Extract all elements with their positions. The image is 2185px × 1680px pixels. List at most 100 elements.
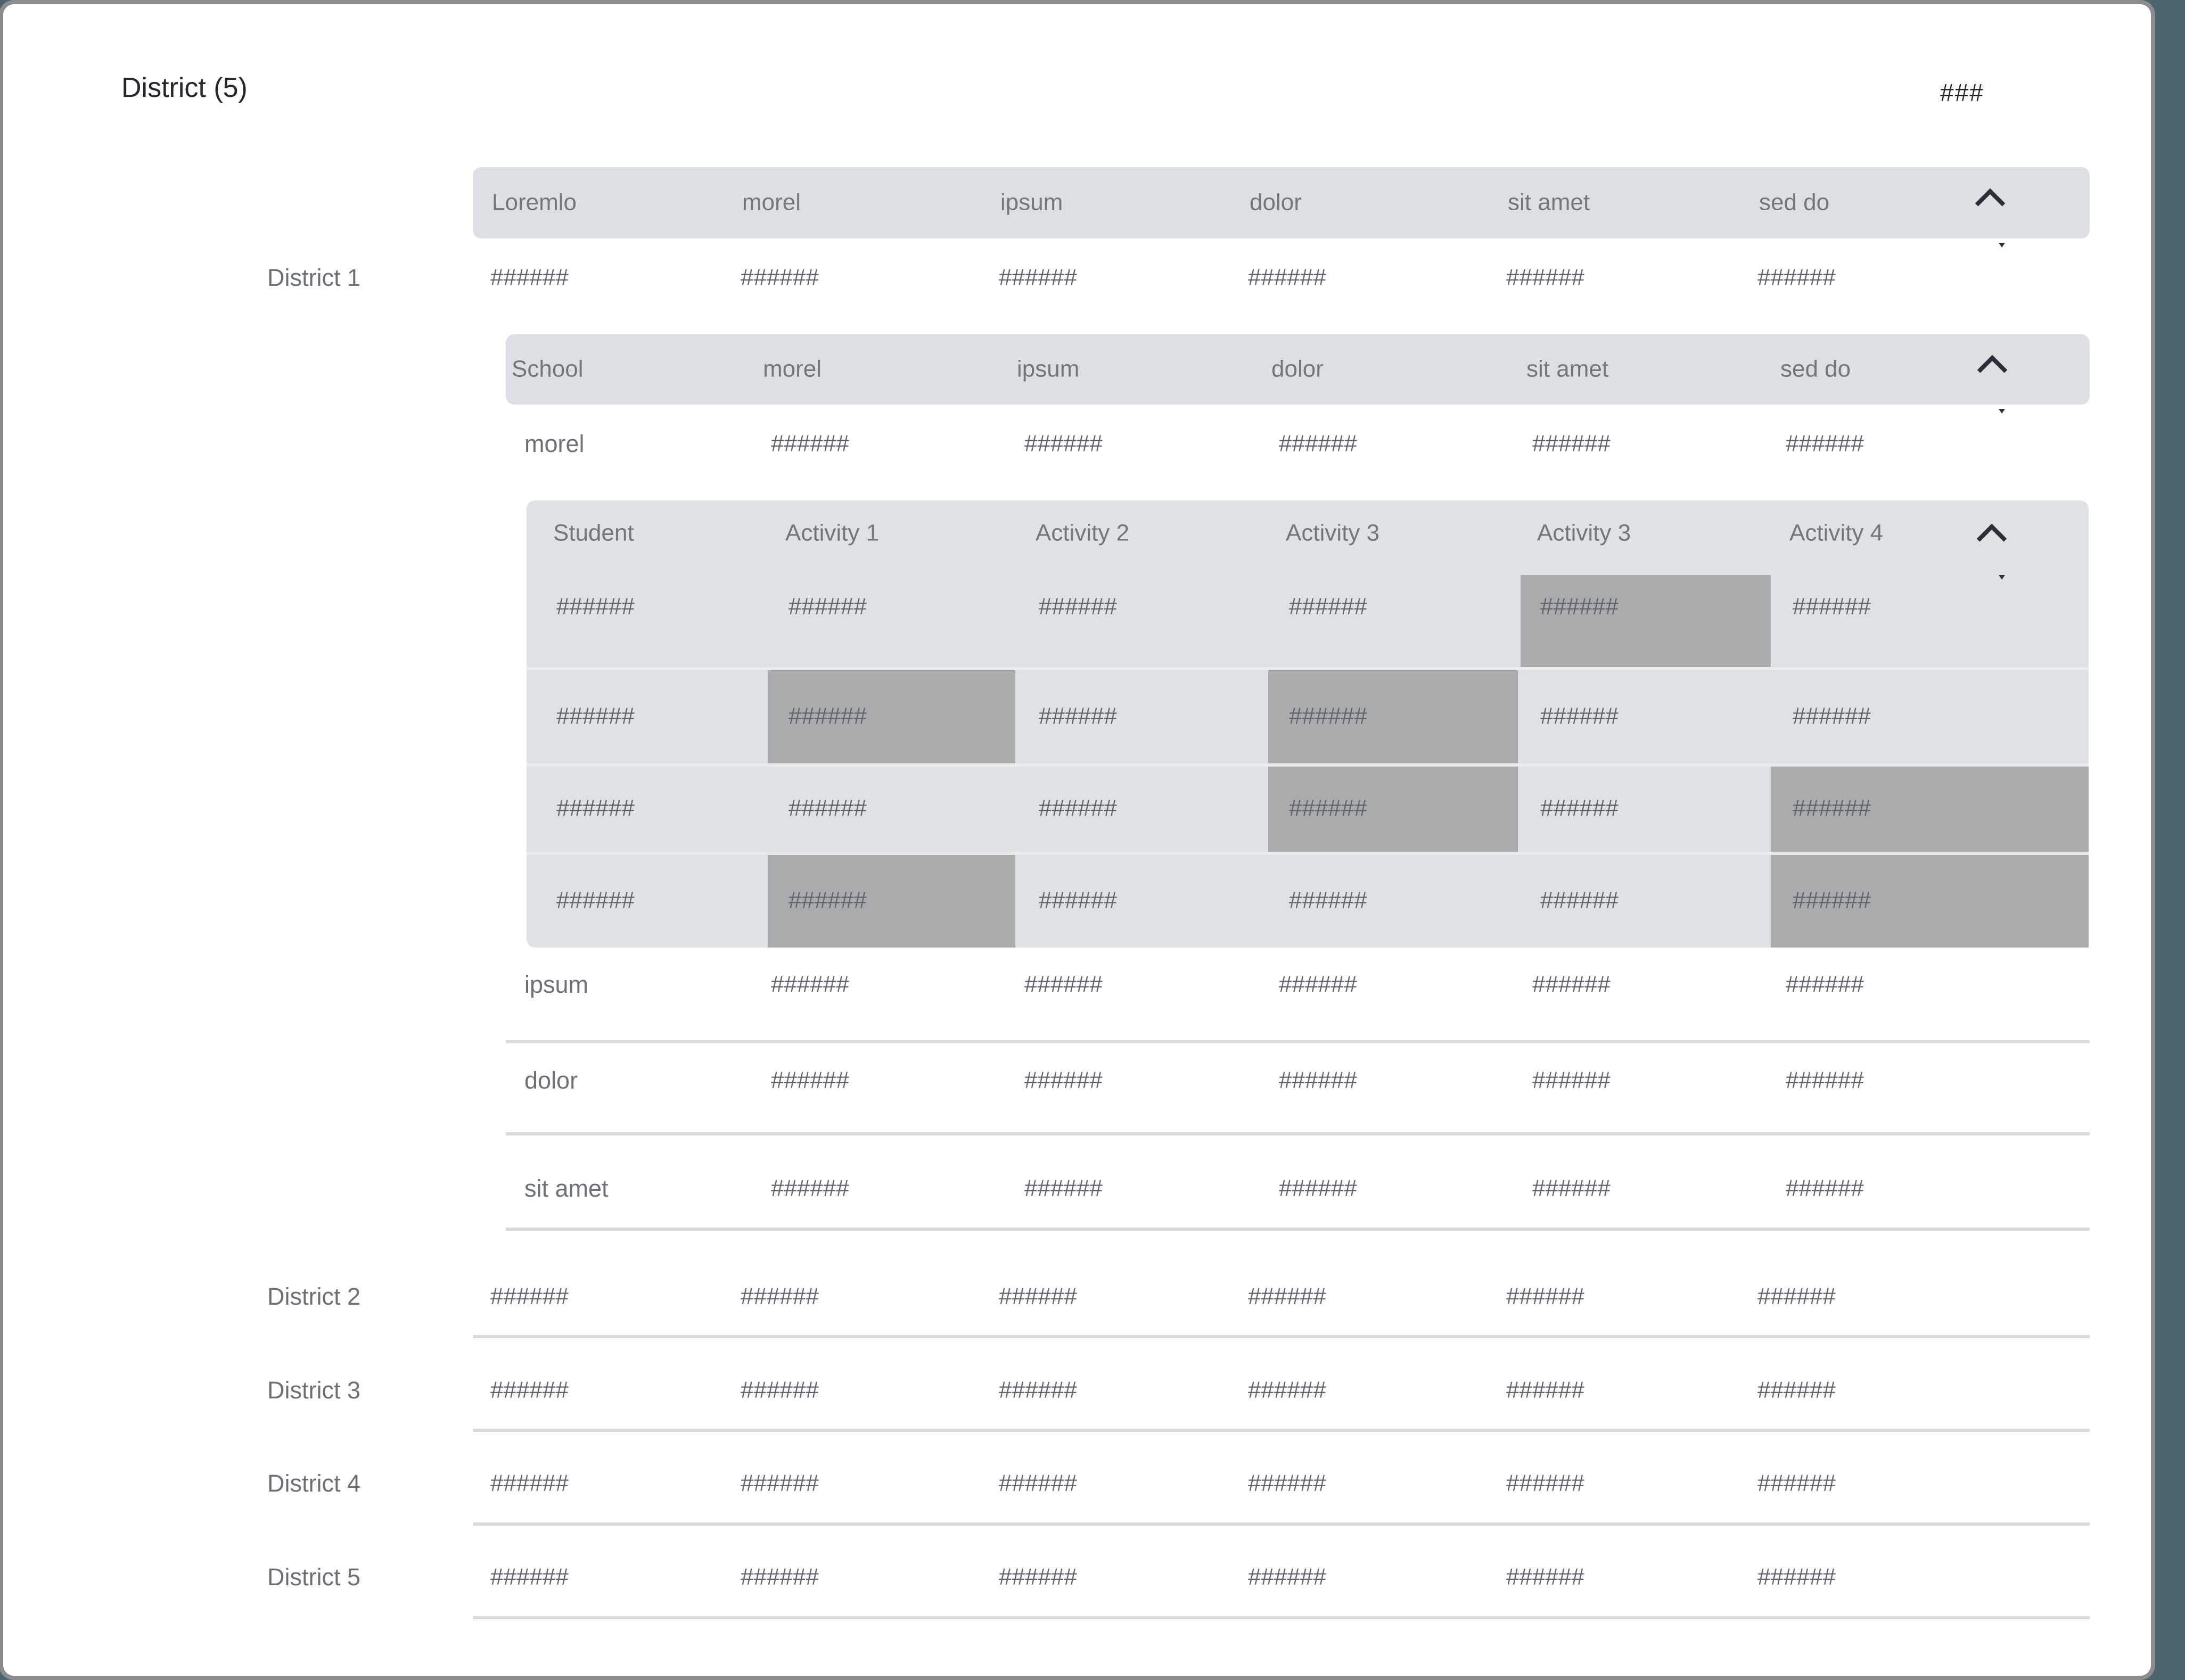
district-row-label: District 5 <box>267 1563 361 1591</box>
district-cell: ###### <box>999 1470 1077 1496</box>
district-cell: ###### <box>999 1283 1077 1310</box>
student-cell: ###### <box>788 887 867 913</box>
district-header-cell: morel <box>742 189 801 216</box>
school-cell: ###### <box>1532 971 1611 998</box>
district-header-cell: sed do <box>1759 189 1830 216</box>
school-cell: ###### <box>1279 1067 1357 1093</box>
school-cell: ###### <box>1786 1067 1864 1093</box>
district-cell: ###### <box>741 1470 819 1496</box>
district-cell: ###### <box>490 1563 569 1590</box>
district-cell: ###### <box>1506 1470 1584 1496</box>
school-cell: ###### <box>1279 1175 1357 1201</box>
district-cell: ###### <box>1506 1283 1584 1310</box>
row-separator <box>506 1132 2090 1135</box>
district-cell: ###### <box>741 1377 819 1403</box>
district-row[interactable]: District 5 ###### ###### ###### ###### #… <box>3 1535 2151 1620</box>
district-cell: ###### <box>1757 1563 1836 1590</box>
school-row[interactable]: sit amet ###### ###### ###### ###### ###… <box>3 1149 2151 1229</box>
school-cell: ###### <box>771 971 849 998</box>
district-row[interactable]: District 1 ###### ###### ###### ###### #… <box>3 237 2151 318</box>
student-cell: ###### <box>1540 593 1619 620</box>
district-row[interactable]: District 4 ###### ###### ###### ###### #… <box>3 1441 2151 1526</box>
district-cell: ###### <box>490 264 569 291</box>
school-cell: ###### <box>1024 1175 1103 1201</box>
row-separator <box>473 1429 2090 1432</box>
district-row-label: District 2 <box>267 1283 361 1311</box>
student-row-separator <box>527 852 2089 855</box>
row-separator <box>473 1522 2090 1526</box>
district-row-label: District 4 <box>267 1470 361 1497</box>
highlighted-cell <box>1268 767 1518 852</box>
highlighted-cell <box>768 670 1015 763</box>
school-cell: ###### <box>1279 971 1357 998</box>
chevron-up-icon[interactable] <box>1977 355 2008 385</box>
district-row[interactable]: District 2 ###### ###### ###### ###### #… <box>3 1254 2151 1339</box>
student-cell: ###### <box>556 593 635 620</box>
district-cell: ###### <box>1506 264 1584 291</box>
district-cell: ###### <box>490 1470 569 1496</box>
student-cell: ###### <box>1540 703 1619 729</box>
chevron-up-icon[interactable] <box>1976 523 2007 554</box>
district-cell: ###### <box>1757 1470 1836 1496</box>
student-cell: ###### <box>1289 795 1367 821</box>
district-row[interactable]: District 3 ###### ###### ###### ###### #… <box>3 1348 2151 1433</box>
student-cell: ###### <box>788 795 867 821</box>
school-cell: ###### <box>1024 1067 1103 1093</box>
highlighted-cell <box>1268 670 1518 763</box>
district-cell: ###### <box>1248 1283 1326 1310</box>
school-header-cell: sed do <box>1780 356 1851 382</box>
student-row[interactable]: ###### ###### ###### ###### ###### #####… <box>527 670 2089 763</box>
down-triangle-tick-icon <box>1999 575 2005 580</box>
highlighted-cell <box>1771 767 2089 852</box>
school-row[interactable]: morel ###### ###### ###### ###### ###### <box>3 403 2151 484</box>
district-cell: ###### <box>999 1377 1077 1403</box>
district-header-cell: dolor <box>1250 189 1302 216</box>
student-cell: ###### <box>1289 703 1367 729</box>
student-header-cell: Activity 1 <box>785 520 880 546</box>
student-cell: ###### <box>1039 795 1117 821</box>
district-row-label: District 3 <box>267 1377 361 1404</box>
down-triangle-tick-icon <box>1999 243 2005 248</box>
student-row[interactable]: ###### ###### ###### ###### ###### #####… <box>527 855 2089 948</box>
highlighted-cell <box>1521 575 1771 667</box>
student-cell: ###### <box>1039 593 1117 620</box>
school-row[interactable]: ipsum ###### ###### ###### ###### ###### <box>3 944 2151 1025</box>
student-cell: ###### <box>1540 887 1619 913</box>
student-cell: ###### <box>1540 795 1619 821</box>
student-table-header-block[interactable]: Student Activity 1 Activity 2 Activity 3… <box>527 500 2089 667</box>
school-row-label: morel <box>524 430 585 458</box>
district-cell: ###### <box>1248 264 1326 291</box>
district-cell: ###### <box>1757 1283 1836 1310</box>
district-row-label: District 1 <box>267 264 361 292</box>
school-row[interactable]: dolor ###### ###### ###### ###### ###### <box>3 1043 2151 1118</box>
page-title: District (5) <box>121 72 248 103</box>
district-cell: ###### <box>999 1563 1077 1590</box>
school-cell: ###### <box>1532 430 1611 457</box>
student-header-cell: Activity 3 <box>1537 520 1631 546</box>
chevron-up-icon[interactable] <box>1975 188 2006 219</box>
student-cell: ###### <box>1793 795 1871 821</box>
down-triangle-tick-icon <box>1999 409 2005 414</box>
student-cell: ###### <box>1289 593 1367 620</box>
school-row-label: dolor <box>524 1067 578 1094</box>
row-separator <box>473 1335 2090 1338</box>
district-cell: ###### <box>741 1563 819 1590</box>
district-header-cell: ipsum <box>1000 189 1063 216</box>
student-header-cell: Activity 2 <box>1036 520 1130 546</box>
school-table-header[interactable]: School morel ipsum dolor sit amet sed do <box>506 334 2090 405</box>
district-cell: ###### <box>999 264 1077 291</box>
student-row-separator <box>527 667 2089 670</box>
student-cell: ###### <box>1039 887 1117 913</box>
student-cell: ###### <box>556 887 635 913</box>
student-cell: ###### <box>1793 703 1871 729</box>
student-cell: ###### <box>1793 593 1871 620</box>
row-separator <box>506 1228 2090 1231</box>
student-cell: ###### <box>1039 703 1117 729</box>
district-table-header[interactable]: Loremlo morel ipsum dolor sit amet sed d… <box>473 167 2090 238</box>
student-row[interactable]: ###### ###### ###### ###### ###### #####… <box>527 767 2089 852</box>
school-cell: ###### <box>1024 430 1103 457</box>
school-cell: ###### <box>1786 430 1864 457</box>
school-header-cell: sit amet <box>1526 356 1609 382</box>
student-header-cell: Student <box>553 520 634 546</box>
